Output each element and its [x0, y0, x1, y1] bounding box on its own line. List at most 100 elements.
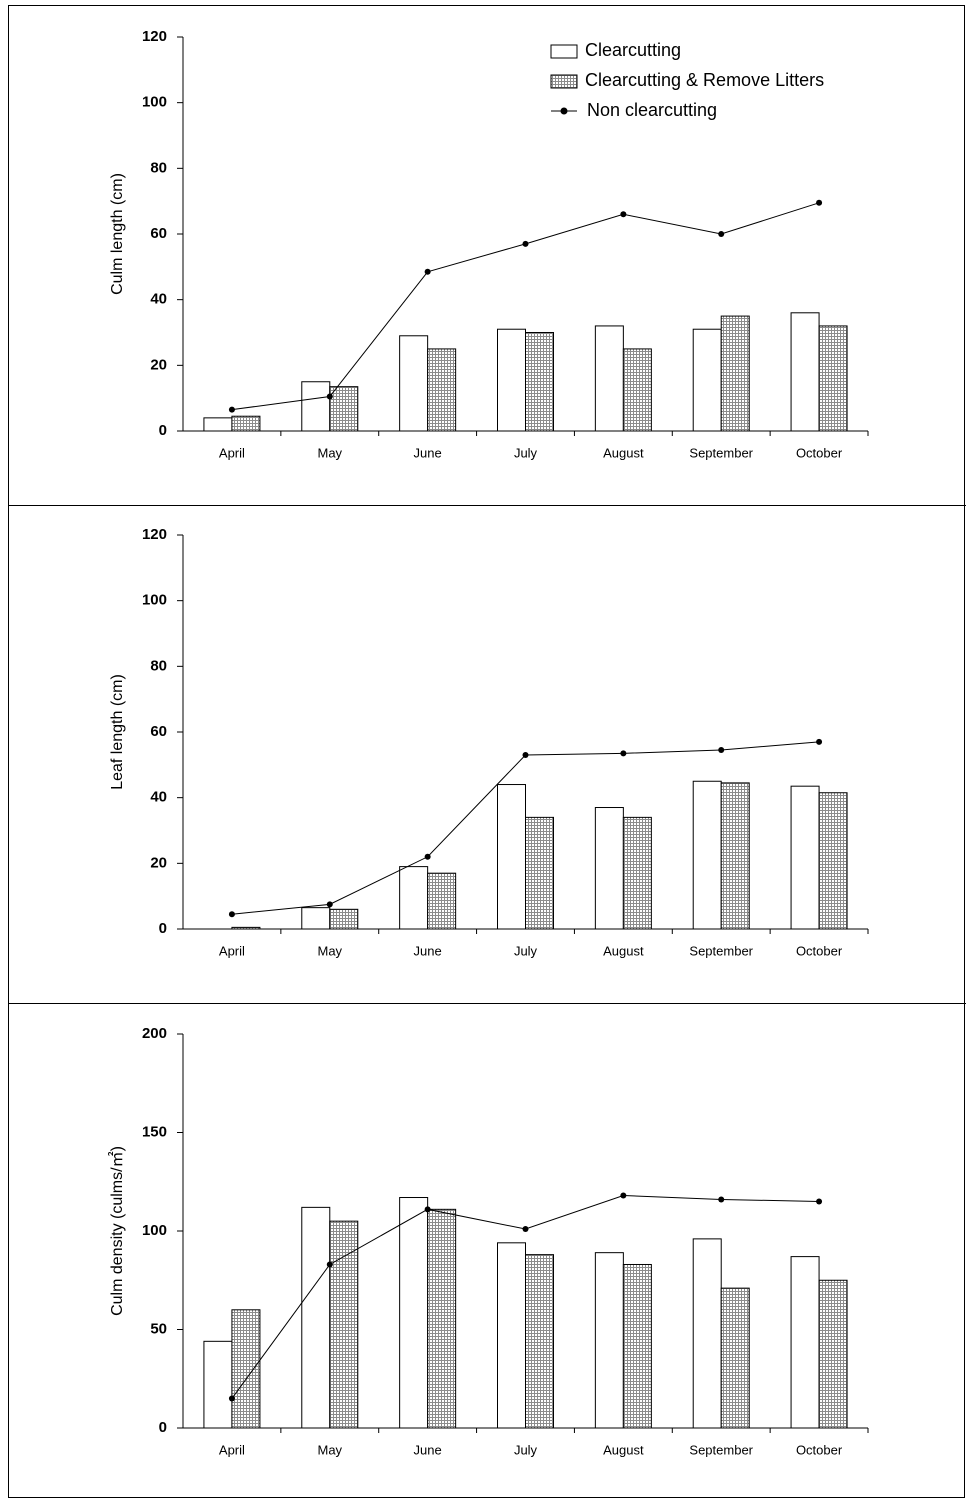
bar [790, 312, 820, 432]
x-tick-label: September [689, 445, 753, 460]
line-marker [424, 268, 431, 275]
y-tick-label: 120 [142, 526, 167, 543]
bar [622, 1263, 652, 1429]
line-marker [816, 738, 823, 745]
bar [497, 784, 526, 930]
bar [622, 816, 652, 930]
legend-label: Non clearcutting [587, 100, 717, 120]
y-tick-label: 100 [142, 1222, 167, 1239]
bar [203, 417, 233, 432]
line-marker [522, 240, 529, 247]
line-marker [326, 393, 333, 400]
y-tick-label: 0 [159, 1419, 167, 1436]
bar [818, 1279, 848, 1429]
x-tick-label: April [219, 943, 245, 958]
bar [301, 907, 331, 930]
bar [399, 866, 429, 930]
bar [497, 328, 526, 432]
bar [399, 335, 429, 432]
x-tick-label: August [603, 445, 644, 460]
x-tick-label: May [318, 445, 343, 460]
x-tick-label: October [796, 1442, 843, 1457]
x-tick-label: October [796, 445, 843, 460]
legend-label: Clearcutting [585, 40, 681, 60]
legend-swatch [550, 74, 578, 89]
y-tick-label: 60 [150, 723, 167, 740]
legend-swatch [550, 44, 578, 59]
x-tick-label: July [514, 1442, 538, 1457]
bar [594, 1252, 624, 1429]
chart-panel: Leaf length (cm) 0 20 40 60 80 100 120 April May J… [109, 526, 869, 958]
x-tick-label: September [689, 1442, 753, 1457]
line-marker [326, 901, 333, 908]
y-tick-label: 80 [150, 159, 167, 176]
y-tick-label: 100 [142, 592, 167, 609]
legend-swatch [560, 107, 568, 115]
line-marker [522, 751, 529, 758]
line-marker [718, 231, 725, 237]
bar [525, 1254, 554, 1429]
bar [231, 415, 261, 432]
x-tick-label: May [318, 943, 343, 958]
y-tick-label: 80 [150, 657, 167, 674]
y-tick-label: 0 [159, 422, 167, 439]
line-marker [424, 853, 431, 860]
x-tick-label: October [796, 943, 843, 958]
bar [720, 782, 750, 930]
line-marker [326, 1261, 333, 1268]
bar [231, 1309, 261, 1429]
line-marker [228, 911, 235, 918]
bar [594, 325, 624, 432]
x-tick-label: June [414, 943, 442, 958]
line-marker [522, 1226, 529, 1233]
bar [427, 872, 457, 930]
x-tick-label: August [603, 943, 644, 958]
x-tick-label: July [514, 445, 538, 460]
bar [594, 807, 624, 930]
y-tick-label: 50 [150, 1320, 167, 1337]
bar [692, 780, 722, 930]
y-tick-label: 100 [142, 94, 167, 111]
line-marker [620, 750, 627, 757]
x-tick-label: September [689, 943, 753, 958]
bar [692, 328, 722, 432]
x-tick-label: July [514, 943, 538, 958]
line-marker [718, 747, 725, 754]
chart-panel: Culm length (cm) 0 20 40 60 80 100 120 April May J… [109, 28, 869, 460]
y-tick-label: 0 [159, 920, 167, 937]
x-tick-label: April [219, 445, 245, 460]
line-marker [228, 1395, 235, 1402]
x-tick-label: August [603, 1442, 644, 1457]
bar [427, 1208, 457, 1429]
bar [790, 785, 820, 930]
bar [790, 1256, 820, 1429]
bar [720, 315, 750, 432]
y-tick-label: 200 [142, 1025, 167, 1042]
bar [497, 1242, 526, 1429]
line-marker [620, 1192, 627, 1199]
bar [525, 332, 554, 432]
bar [329, 908, 359, 930]
y-tick-label: 40 [150, 789, 167, 806]
line-marker [718, 1196, 725, 1203]
x-tick-label: April [219, 1442, 245, 1457]
bar [399, 1197, 429, 1429]
bar [427, 348, 457, 432]
y-axis-title: Culm length (cm) [109, 173, 126, 295]
bar [329, 386, 359, 432]
bar [525, 816, 554, 930]
bar [231, 926, 261, 930]
x-tick-label: June [414, 1442, 442, 1457]
bar [818, 792, 848, 930]
line-marker [228, 406, 235, 413]
line-marker [816, 199, 823, 206]
line-marker [424, 1206, 431, 1213]
x-tick-label: May [318, 1442, 343, 1457]
bar [692, 1238, 722, 1429]
bar [329, 1220, 359, 1429]
y-tick-label: 150 [142, 1123, 167, 1140]
line-marker [620, 211, 627, 218]
bar [301, 381, 331, 432]
x-tick-label: June [414, 445, 442, 460]
y-axis-title: Culm density (culms/㎡) [108, 1146, 126, 1316]
